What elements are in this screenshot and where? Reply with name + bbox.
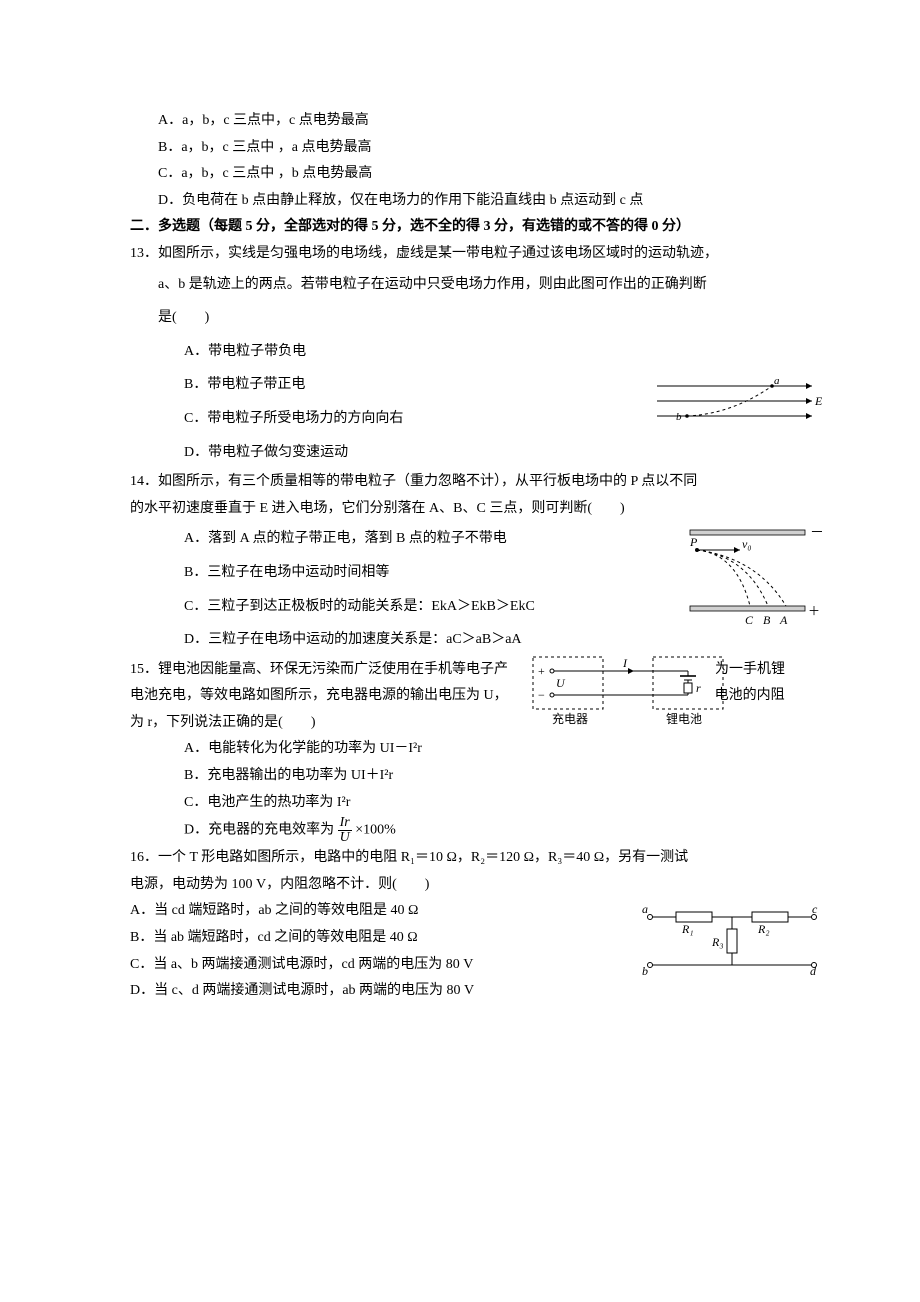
q15-fig-r: r: [696, 681, 701, 695]
q16-fig-r1: R₁: [681, 922, 694, 936]
q15-stem-line2a: 电池充电，等效电路如图所示，充电器电源的输出电压为 U，: [130, 688, 508, 703]
q14-fig-label-a: A: [779, 613, 788, 627]
q13-figure: a b E: [652, 376, 822, 436]
q16-fig-a: a: [642, 903, 648, 916]
q16-fig-r3: R₃: [711, 935, 724, 949]
q14-fig-label-v0: v₀: [742, 537, 752, 551]
q15: 15．锂电池因能量高、环保无污染而广泛使用在手机等电子产 为一手机锂 电池充电，…: [130, 657, 802, 846]
q14-fig-minus: －: [810, 526, 822, 541]
q15-frac-num: Ir: [338, 816, 352, 831]
q15-frac-den: U: [338, 831, 352, 845]
q13-fig-label-e: E: [814, 394, 822, 408]
q14-fig-plus: ＋: [808, 604, 820, 618]
q14-fig-label-b: B: [763, 613, 771, 627]
q15-fig-battery: 锂电池: [666, 711, 702, 726]
q12-option-d: D．负电荷在 b 点由静止释放，仅在电场力的作用下能沿直线由 b 点运动到 c …: [130, 188, 802, 215]
q15-option-d-post: ×100%: [355, 823, 396, 838]
q12-option-a: A．a，b，c 三点中，c 点电势最高: [130, 108, 802, 135]
q15-option-d-pre: D．充电器的充电效率为: [184, 823, 334, 838]
q16-stem-line1: 16．一个 T 形电路如图所示，电路中的电阻 R₁＝10 Ω，R₂＝120 Ω，…: [130, 845, 802, 872]
q14: 14．如图所示，有三个质量相等的带电粒子（重力忽略不计），从平行板电场中的 P …: [130, 469, 802, 657]
q16-stem-line2: 电源，电动势为 100 V，内阻忽略不计．则( ): [130, 872, 802, 899]
q12-option-b: B．a，b，c 三点中 ，a 点电势最高: [130, 135, 802, 162]
q14-fig-label-p: P: [689, 535, 698, 549]
q16: 16．一个 T 形电路如图所示，电路中的电阻 R₁＝10 Ω，R₂＝120 Ω，…: [130, 845, 802, 1005]
q14-fig-label-c: C: [745, 613, 754, 627]
q13-option-a: A．带电粒子带负电: [130, 335, 802, 369]
q13-option-d: D．带电粒子做匀变速运动: [130, 436, 802, 470]
q16-fig-r2: R₂: [757, 922, 770, 936]
q13-stem-line2: a、b 是轨迹上的两点。若带电粒子在运动中只受电场力作用，则由此图可作出的正确判…: [130, 268, 802, 302]
q14-option-d-text: D．三粒子在电场中运动的加速度关系是：aC＞aB＞aA: [184, 632, 522, 647]
q13-stem-line1: 13．如图所示，实线是匀强电场的电场线，虚线是某一带电粒子通过该电场区域时的运动…: [130, 241, 802, 268]
q16-fig-c: c: [812, 903, 818, 916]
q14-stem-line2: 的水平初速度垂直于 E 进入电场，它们分别落在 A、B、C 三点，则可判断( ): [130, 496, 802, 523]
q15-option-c: C．电池产生的热功率为 I²r: [130, 790, 802, 817]
q16-figure: a c b d R₁ R₂ R₃: [642, 903, 822, 983]
q15-option-a: A．电能转化为化学能的功率为 UI－I²r: [130, 736, 802, 763]
q13-fig-label-a: a: [774, 376, 780, 387]
q15-option-d-fraction: Ir U: [338, 816, 352, 845]
q14-figure: － ＋ P v₀ C B A: [652, 524, 822, 634]
q13-fig-label-b: b: [676, 411, 682, 423]
q15-option-b: B．充电器输出的电功率为 UI＋I²r: [130, 763, 802, 790]
q13: 13．如图所示，实线是匀强电场的电场线，虚线是某一带电粒子通过该电场区域时的运动…: [130, 241, 802, 469]
q16-fig-b: b: [642, 964, 648, 978]
q13-stem-text2: a、b 是轨迹上的两点。若带电粒子在运动中只受电场力作用，则由此图可作出的正确判…: [158, 277, 707, 292]
q15-fig-minus: −: [538, 688, 545, 702]
q15-stem-pre: 15．锂电池因能量高、环保无污染而广泛使用在手机等电子产: [130, 662, 508, 677]
q16-fig-d: d: [810, 964, 817, 978]
q14-option-c-text: C．三粒子到达正极板时的动能关系是：EkA＞EkB＞EkC: [184, 599, 535, 614]
q15-figure: 充电器 锂电池 + − U I r: [528, 649, 728, 729]
q13-stem-line3: 是( ): [130, 301, 802, 335]
q15-fig-i: I: [622, 656, 628, 670]
q15-fig-charger: 充电器: [552, 711, 588, 726]
q12-option-c: C．a，b，c 三点中 ，b 点电势最高: [130, 161, 802, 188]
q15-fig-u: U: [556, 676, 566, 690]
q14-stem-line1: 14．如图所示，有三个质量相等的带电粒子（重力忽略不计），从平行板电场中的 P …: [130, 469, 802, 496]
page: A．a，b，c 三点中，c 点电势最高 B．a，b，c 三点中 ，a 点电势最高…: [0, 0, 920, 1302]
section-2-heading: 二．多选题（每题 5 分，全部选对的得 5 分，选不全的得 3 分，有选错的或不…: [130, 214, 802, 241]
q15-fig-plus: +: [538, 664, 545, 678]
q15-option-d: D．充电器的充电效率为 Ir U ×100%: [130, 816, 802, 845]
